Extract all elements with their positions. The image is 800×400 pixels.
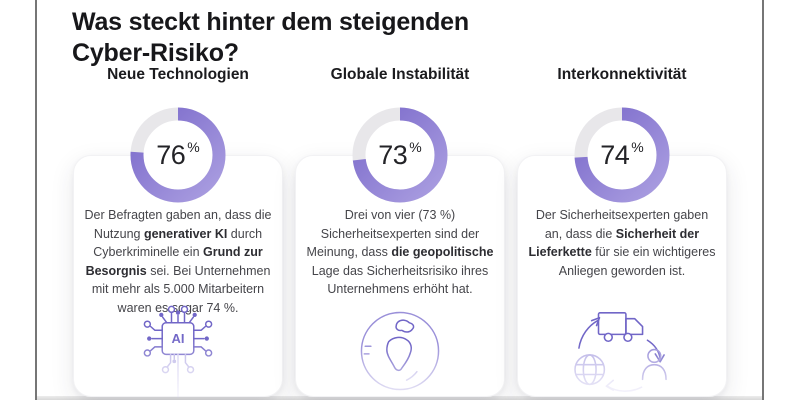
frame-border-left (35, 0, 37, 400)
desc-text: sei. Bei Unternehmen mit mehr als 5.000 … (91, 263, 271, 315)
donut-value: 73 % (352, 107, 448, 203)
column-header: Neue Technologien (107, 66, 249, 83)
supply-chain-icon (563, 305, 681, 398)
svg-text:AI: AI (172, 331, 185, 346)
donut-value-number: 73 (378, 139, 408, 170)
stat-column-interkonnektivitaet: Interkonnektivität 74 % Der Sicherheitse… (517, 0, 727, 400)
desc-bold: die geopolitische (391, 245, 494, 259)
column-header: Globale Instabilität (330, 66, 470, 83)
bottom-divider (37, 396, 762, 400)
donut-chart-svg (352, 107, 448, 203)
stat-column-neue-technologien: Neue Technologien 76 % Der Befragten gab… (73, 0, 283, 400)
column-header: Interkonnektivität (557, 66, 687, 83)
card-description: Drei von vier (73 %) Sicherheitsexperten… (306, 206, 494, 299)
donut-value-percent-sign: % (409, 139, 422, 155)
page-title-line2: Cyber-Risiko? (72, 38, 239, 67)
donut-arc (352, 107, 448, 203)
donut-chart-svg (574, 107, 670, 203)
frame-border-right (762, 0, 764, 400)
desc-text: Lage das Sicherheitsrisiko ihres Unterne… (311, 263, 489, 297)
page-title-line1: Was steckt hinter dem steigenden (72, 7, 469, 36)
donut-value-percent-sign: % (187, 139, 200, 155)
donut-arc (130, 107, 226, 203)
donut-chart: 76 % (130, 107, 226, 203)
desc-bold: Grund zur Besorgnis (85, 245, 263, 278)
desc-bold: Sicherheit der Lieferkette (528, 226, 700, 260)
donut-value-percent-sign: % (631, 139, 644, 155)
donut-chart: 74 % (574, 107, 670, 203)
stat-column-globale-instabilitaet: Globale Instabilität 73 % Drei von vier … (295, 0, 505, 400)
donut-value: 74 % (574, 107, 670, 203)
donut-value: 76 % (130, 107, 226, 203)
desc-text: durch Cyberkriminelle ein (93, 226, 263, 260)
desc-bold: generativer KI (143, 226, 228, 241)
donut-chart-svg (130, 107, 226, 203)
desc-text: Der Befragten gaben an, dass die Nutzung (84, 208, 272, 241)
globe-icon (353, 304, 447, 398)
desc-text: Der Sicherheitsexperten gaben an, dass d… (535, 208, 709, 241)
donut-chart: 73 % (352, 107, 448, 203)
desc-text: Drei von vier (73 %) Sicherheitsexperten… (306, 208, 480, 259)
card-description: Der Sicherheitsexperten gaben an, dass d… (528, 206, 716, 280)
donut-arc (574, 107, 670, 203)
page-title: Was steckt hinter dem steigenden Cyber-R… (72, 7, 632, 69)
desc-text: für sie ein wichtigeres Anliegen geworde… (558, 245, 716, 278)
donut-value-number: 74 (600, 139, 630, 170)
donut-value-number: 76 (156, 139, 186, 170)
ai-chip-icon: AI (128, 294, 228, 398)
card-description: Der Befragten gaben an, dass die Nutzung… (84, 206, 272, 317)
